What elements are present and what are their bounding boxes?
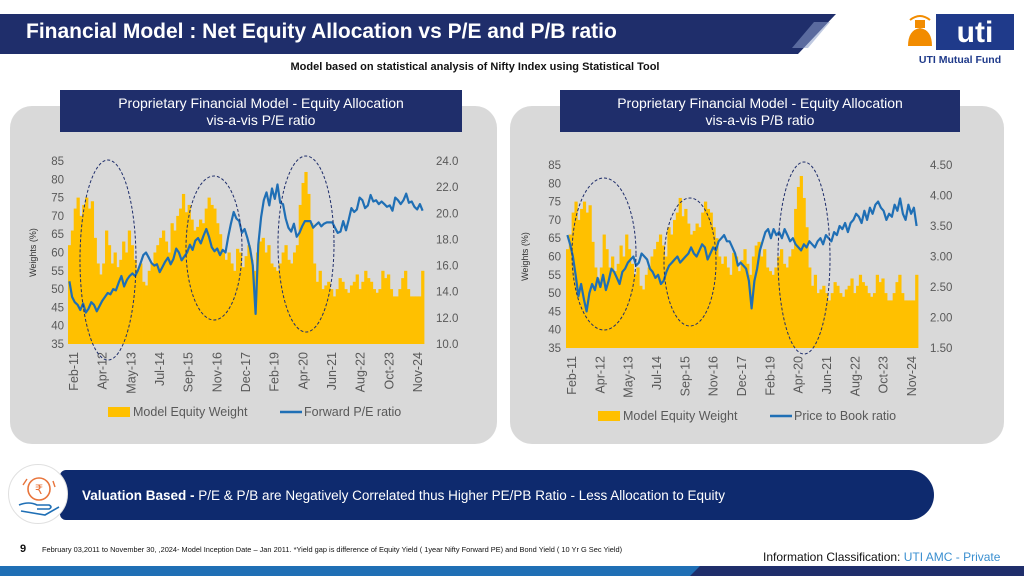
info-value: UTI AMC - Private bbox=[903, 550, 1001, 564]
information-classification: Information Classification: UTI AMC - Pr… bbox=[763, 550, 1000, 564]
left-panel-header: Proprietary Financial Model - Equity All… bbox=[60, 90, 462, 132]
conclusion-text: Valuation Based - P/E & P/B are Negative… bbox=[82, 488, 725, 503]
right-panel-header-line2: vis-a-vis P/B ratio bbox=[705, 112, 815, 128]
info-label: Information Classification: bbox=[763, 550, 904, 564]
svg-text:₹: ₹ bbox=[35, 483, 43, 498]
page-subtitle: Model based on statistical analysis of N… bbox=[290, 61, 660, 73]
conclusion-bold: Valuation Based - bbox=[82, 488, 195, 503]
uti-logo: uti UTI Mutual Fund bbox=[900, 8, 1020, 68]
conclusion-banner bbox=[60, 470, 934, 520]
footnote: February 03,2011 to November 30, ,2024- … bbox=[42, 545, 623, 554]
right-panel-header-line1: Proprietary Financial Model - Equity All… bbox=[617, 95, 903, 111]
title-bar bbox=[0, 14, 836, 54]
bottom-color-strip bbox=[0, 566, 1024, 576]
rupee-hand-icon: ₹ bbox=[8, 464, 68, 524]
right-panel-header: Proprietary Financial Model - Equity All… bbox=[560, 90, 960, 132]
left-chart-panel bbox=[10, 106, 497, 444]
left-panel-header-line2: vis-a-vis P/E ratio bbox=[206, 112, 316, 128]
left-panel-header-line1: Proprietary Financial Model - Equity All… bbox=[118, 95, 404, 111]
right-chart-panel bbox=[510, 106, 1004, 444]
logo-text: uti bbox=[957, 16, 994, 49]
conclusion-body: P/E & P/B are Negatively Correlated thus… bbox=[194, 488, 726, 503]
logo-caption: UTI Mutual Fund bbox=[919, 54, 1001, 66]
kalash-icon bbox=[908, 15, 932, 46]
page-number: 9 bbox=[20, 543, 27, 555]
page-title: Financial Model : Net Equity Allocation … bbox=[26, 20, 617, 43]
